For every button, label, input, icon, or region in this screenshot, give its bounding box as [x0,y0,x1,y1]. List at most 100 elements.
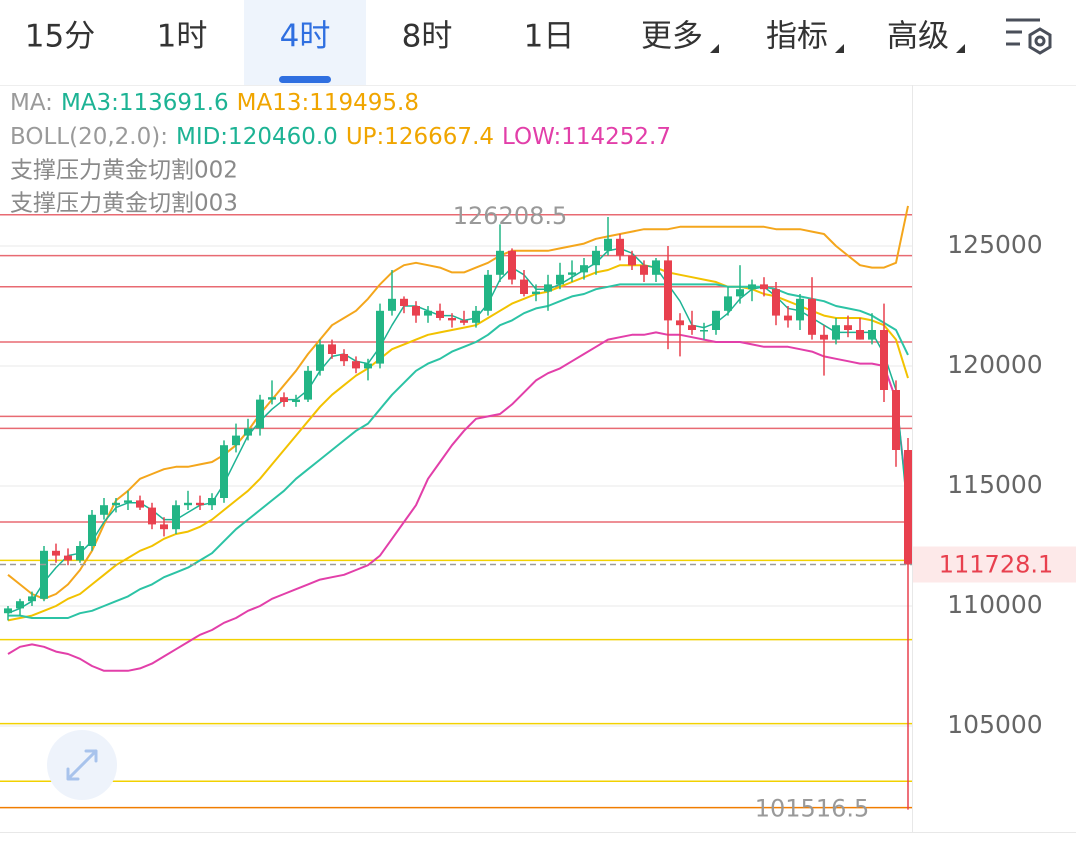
icon-gear [1028,27,1052,55]
candle-body [568,272,576,275]
legend: MA: MA3:113691.6 MA13:119495.8 BOLL(20,2.0)… [10,90,671,217]
candle-body [820,334,828,340]
candle-body [244,428,252,436]
candle-body [412,305,420,316]
candle-body [196,502,204,506]
candle-body [268,397,276,400]
candle-body [280,397,288,402]
candle-body [28,596,36,602]
tab-label[interactable]: 1时 [157,19,208,55]
candle-body [520,279,528,294]
expand-button[interactable] [47,730,117,800]
candle-body [460,320,468,323]
candle-body [124,500,132,503]
y-tick-label: 105000 [947,710,1042,739]
candle-body [184,502,192,506]
candle-body [676,320,684,326]
candle-body [16,601,24,609]
candle-body [664,260,672,321]
candle-body [688,325,696,330]
candle-body [736,289,744,297]
candle-body [364,363,372,369]
candle-body [628,255,636,266]
tab-menu-arrow [710,44,719,53]
candle-body [76,546,84,561]
legend-item: MID:120460.0 [176,124,338,150]
tab-menu-arrow [835,44,844,53]
candle-body [532,291,540,294]
candle-body [232,435,240,446]
candle-body [292,399,300,402]
candle-body [640,265,648,275]
indicator-line [7,205,909,600]
tab-selected-bg [244,0,366,85]
candle-body [844,325,852,330]
tab-menu-arrow [956,44,965,53]
legend-item: MA3:113691.6 [61,90,229,116]
tab-indicator [279,76,331,83]
candle-body [304,370,312,400]
candle-body [604,238,612,251]
tab-label[interactable]: 更多 [641,19,703,55]
candle-body [376,310,384,364]
candle-body [112,502,120,506]
candle-body [892,389,900,450]
high-label: 126208.5 [453,202,568,230]
candle-body [100,505,108,515]
candle-body [328,344,336,354]
candle-body [436,310,444,318]
legend-item: LOW:114252.7 [502,124,671,150]
plot: 125000 120000 115000 110000 105000 111728.1 12… [0,202,1076,823]
tab-label[interactable]: 15分 [25,19,95,55]
y-tick-label: 125000 [947,230,1042,259]
y-tick-label: 120000 [947,350,1042,379]
tab-label[interactable]: 1日 [524,19,575,55]
candle-body [160,524,168,530]
candle-body [484,274,492,311]
candle-body [880,329,888,390]
tab-label[interactable]: 4时 [280,19,331,55]
candle-body [748,284,756,290]
candle-body [256,399,264,429]
candle-body [556,274,564,285]
indicator-line [7,247,909,614]
candle-body [352,361,360,369]
candle-body [472,310,480,323]
candle-body [868,329,876,340]
low-label: 101516.5 [755,795,870,823]
candle-body [652,260,660,275]
candle-body [808,298,816,335]
candle-body [712,310,720,330]
candle-body [580,265,588,273]
icon-gear-hole [1034,35,1046,47]
tab-label[interactable]: 高级 [887,19,949,55]
candle-body [340,353,348,362]
candle-body [4,608,12,614]
indicator-line [8,283,909,620]
candle-body [544,284,552,292]
candle-body [136,500,144,508]
candle-body [496,250,504,275]
expand-arrows [66,749,98,781]
candle-body [448,317,456,321]
study-label: 支撑压力黄金切割002 [10,158,238,184]
legend-item: MA13:119495.8 [237,90,419,116]
tab-label[interactable]: 8时 [402,19,453,55]
candle-body [772,289,780,316]
candle-body [208,498,216,506]
candle-body [64,555,72,561]
y-tick-label: 110000 [947,590,1042,619]
candle-body [796,298,804,321]
candle-body [88,514,96,547]
last-price-box [913,546,1076,583]
candle-body [400,298,408,306]
legend-label: MA: [10,90,53,116]
tab-label[interactable]: 指标 [766,19,828,55]
candle-body [508,250,516,280]
settings-icon[interactable] [1006,18,1052,55]
candle-body [316,344,324,371]
y-tick-label: 115000 [947,470,1042,499]
candle-body [388,298,396,311]
legend-row: BOLL(20,2.0): MID:120460.0 UP:126667.4 LOW:… [10,124,671,150]
